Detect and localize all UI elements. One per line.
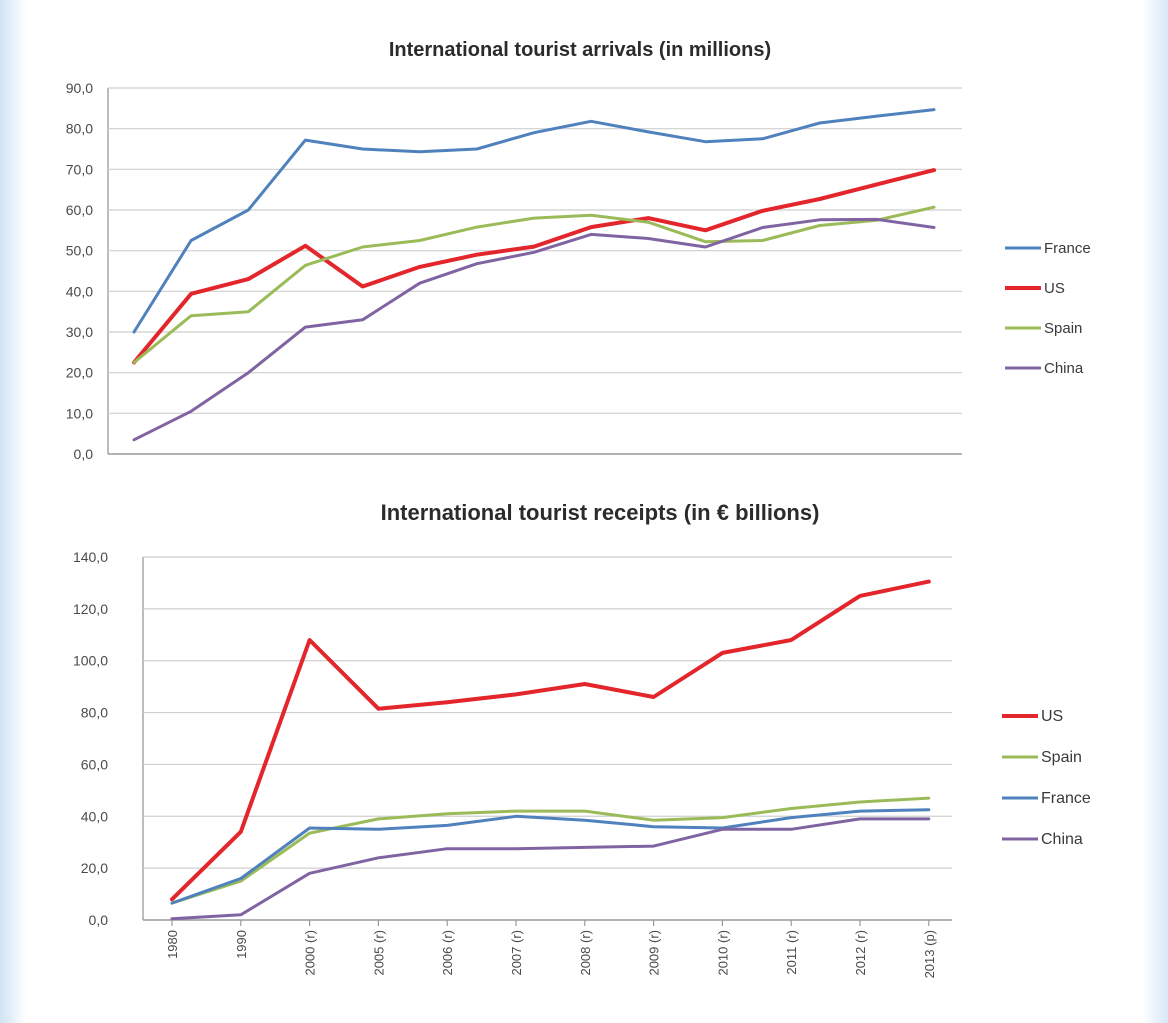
y-tick-label: 40,0 [81, 808, 108, 824]
chart-2: International tourist receipts (in € bil… [73, 500, 1091, 978]
y-tick-label: 60,0 [81, 756, 108, 772]
series-line-france [170, 808, 931, 905]
chart-1: International tourist arrivals (in milli… [66, 39, 1091, 462]
y-tick-label: 0,0 [89, 912, 109, 928]
legend-label-china: China [1044, 360, 1084, 377]
x-tick-label: 2007 (r) [509, 930, 524, 976]
series-line-us [132, 168, 936, 365]
y-tick-label: 40,0 [66, 283, 93, 299]
x-tick-label: 2010 (r) [715, 930, 730, 976]
y-tick-label: 120,0 [73, 601, 108, 617]
series-line-spain [170, 796, 931, 905]
chart-title: International tourist receipts (in € bil… [381, 500, 820, 525]
x-tick-label: 1990 [234, 930, 249, 959]
x-tick-label: 2013 (p) [922, 930, 937, 978]
x-tick-label: 2008 (r) [578, 930, 593, 976]
x-tick-label: 1980 [165, 930, 180, 959]
x-tick-label: 2012 (r) [853, 930, 868, 976]
chart-title: International tourist arrivals (in milli… [389, 39, 771, 61]
y-tick-label: 90,0 [66, 80, 93, 96]
y-tick-label: 30,0 [66, 324, 93, 340]
left-edge-glow [0, 0, 26, 1023]
y-tick-label: 100,0 [73, 653, 108, 669]
legend-label-spain: Spain [1044, 320, 1082, 337]
series-line-spain [132, 205, 936, 364]
y-tick-label: 60,0 [66, 202, 93, 218]
series-line-china [132, 217, 936, 442]
x-tick-label: 2005 (r) [371, 930, 386, 976]
legend-label-france: France [1041, 790, 1091, 807]
x-tick-label: 2011 (r) [784, 930, 799, 975]
series-line-us [170, 579, 931, 902]
y-tick-label: 50,0 [66, 243, 93, 259]
right-edge-glow [1142, 0, 1168, 1023]
y-tick-label: 80,0 [66, 121, 93, 137]
legend-label-spain: Spain [1041, 749, 1082, 766]
legend-label-us: US [1044, 280, 1065, 297]
y-tick-label: 70,0 [66, 161, 93, 177]
series-line-france [132, 108, 936, 334]
y-tick-label: 0,0 [74, 446, 94, 462]
series-line-china [170, 817, 931, 921]
y-tick-label: 80,0 [81, 705, 108, 721]
x-tick-label: 2006 (r) [440, 930, 455, 976]
legend-label-china: China [1041, 831, 1083, 848]
y-tick-label: 10,0 [66, 405, 93, 421]
legend-label-france: France [1044, 240, 1091, 257]
y-tick-label: 20,0 [66, 365, 93, 381]
x-tick-label: 2009 (r) [647, 930, 662, 976]
y-tick-label: 140,0 [73, 549, 108, 565]
legend-label-us: US [1041, 708, 1063, 725]
x-tick-label: 2000 (r) [303, 930, 318, 976]
y-tick-label: 20,0 [81, 860, 108, 876]
